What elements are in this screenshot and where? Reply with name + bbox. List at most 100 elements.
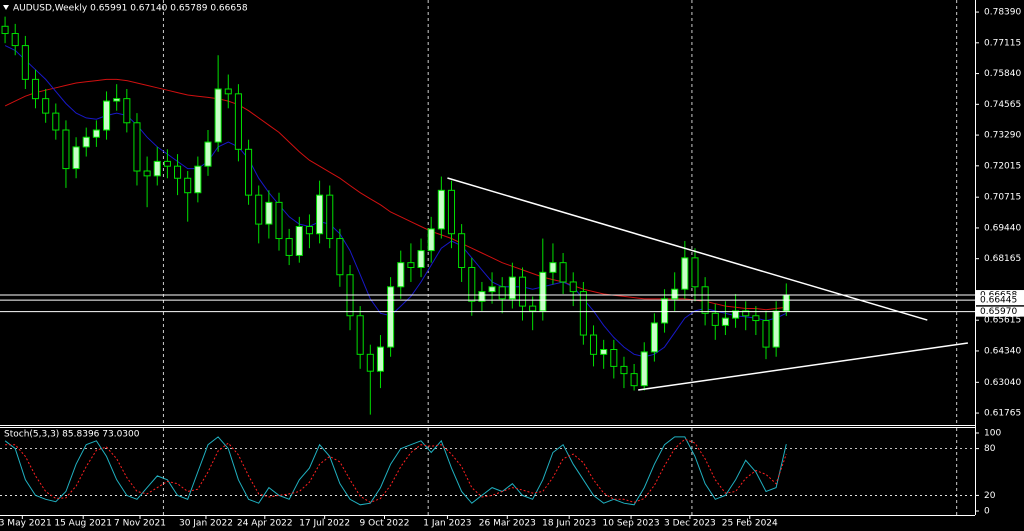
- candle-body: [630, 373, 638, 387]
- candle-body: [295, 225, 303, 256]
- candle-body: [275, 201, 283, 240]
- x-tick-label: 3 Dec 2023: [664, 519, 716, 529]
- candle-body: [376, 346, 385, 372]
- y-tick-label: 0.61765: [984, 409, 1021, 419]
- candle-body: [265, 201, 273, 225]
- y-tick-label: 0.78390: [984, 8, 1021, 18]
- y-tick-label: 80: [984, 444, 996, 454]
- trendline: [638, 342, 969, 391]
- x-tick-label: 9 Oct 2022: [360, 519, 410, 529]
- candle-body: [752, 315, 760, 322]
- candle-body: [711, 312, 719, 326]
- candle-body: [92, 129, 100, 138]
- candle-body: [11, 33, 19, 47]
- y-tick-label: 0.73290: [984, 131, 1021, 141]
- candle-body: [569, 281, 577, 293]
- candle-body: [549, 262, 557, 273]
- moving-average: [4, 78, 787, 311]
- chart-title: AUDUSD,Weekly 0.65991 0.67140 0.65789 0.…: [13, 4, 248, 14]
- candle-body: [691, 257, 699, 288]
- y-tick-label: 0.72015: [984, 161, 1021, 171]
- x-tick-label: 1 Jan 2023: [423, 519, 471, 529]
- candle-body: [681, 257, 689, 290]
- candle-body: [600, 349, 608, 355]
- symbol-icon: [3, 5, 9, 10]
- x-tick-label: 17 Jul 2022: [299, 519, 350, 529]
- candle-body: [82, 136, 90, 148]
- x-tick-label: 15 Aug 2021: [54, 519, 112, 529]
- candle-body: [671, 288, 679, 300]
- candle-body: [620, 365, 628, 375]
- candle-body: [123, 98, 131, 124]
- price-label-box: [976, 290, 1024, 301]
- candle-body: [174, 165, 182, 179]
- x-tick-label: 30 Jan 2022: [179, 519, 233, 529]
- candle-body: [579, 291, 587, 336]
- candle-body: [508, 276, 516, 300]
- candle-body: [285, 238, 293, 256]
- candle-body: [640, 351, 648, 387]
- price-label-box: [976, 295, 1024, 306]
- candle-body: [427, 228, 435, 252]
- candle-body: [255, 194, 263, 225]
- candle-body: [660, 298, 669, 324]
- candle-body: [143, 170, 151, 177]
- candle-body: [336, 238, 344, 276]
- y-tick-label: 0.69440: [984, 223, 1021, 233]
- candle-body: [742, 310, 750, 317]
- candle-body: [650, 322, 658, 353]
- candle-body: [316, 194, 324, 235]
- candle-body: [447, 189, 456, 235]
- x-tick-label: 23 May 2021: [0, 519, 52, 529]
- candle-body: [610, 349, 618, 367]
- y-tick-label: 0.75840: [984, 69, 1021, 79]
- candle-body: [772, 310, 780, 348]
- y-tick-label: 0: [984, 507, 990, 517]
- stoch-line: [4, 436, 787, 506]
- candle-body: [762, 320, 770, 348]
- y-tick-label: 100: [984, 429, 1001, 439]
- candle-body: [42, 98, 50, 114]
- trendline: [447, 177, 928, 321]
- candle-body: [387, 286, 395, 348]
- candle-body: [589, 334, 598, 355]
- candle-body: [488, 286, 496, 293]
- candle-body: [518, 276, 527, 307]
- price-label: 0.66445: [980, 296, 1017, 306]
- x-tick-label: 26 Mar 2023: [479, 519, 536, 529]
- candle-body: [498, 286, 506, 300]
- candle-body: [133, 122, 141, 172]
- candle-body: [62, 129, 70, 170]
- price-label: 0.65970: [980, 307, 1017, 317]
- candle-body: [468, 266, 476, 302]
- candle-body: [356, 315, 364, 355]
- x-tick-label: 10 Sep 2023: [603, 519, 660, 529]
- y-tick-label: 0.64340: [984, 346, 1021, 356]
- price-label-box: [976, 306, 1024, 317]
- y-tick-label: 0.74565: [984, 100, 1021, 110]
- candle-body: [31, 78, 40, 100]
- candle-body: [417, 250, 425, 268]
- candle-body: [72, 146, 80, 170]
- candle-body: [305, 225, 313, 235]
- candle-body: [529, 305, 537, 312]
- y-tick-label: 0.70715: [984, 193, 1021, 203]
- candle-body: [407, 262, 415, 268]
- candle-body: [437, 189, 445, 230]
- candle-body: [163, 160, 171, 167]
- x-tick-label: 18 Jun 2023: [542, 519, 596, 529]
- candle-body: [478, 291, 486, 302]
- candle-body: [366, 353, 374, 372]
- candle-body: [113, 98, 121, 102]
- candle-body: [539, 271, 547, 312]
- candle-body: [224, 88, 232, 95]
- candle-body: [184, 177, 192, 194]
- candle-body: [204, 141, 212, 167]
- candle-body: [194, 165, 202, 194]
- candle-body: [153, 160, 161, 177]
- y-tick-label: 0.68165: [984, 254, 1021, 264]
- candle-body: [721, 317, 729, 326]
- candle-body: [326, 194, 334, 240]
- candle-body: [234, 93, 242, 150]
- x-tick-label: 24 Apr 2022: [237, 519, 293, 529]
